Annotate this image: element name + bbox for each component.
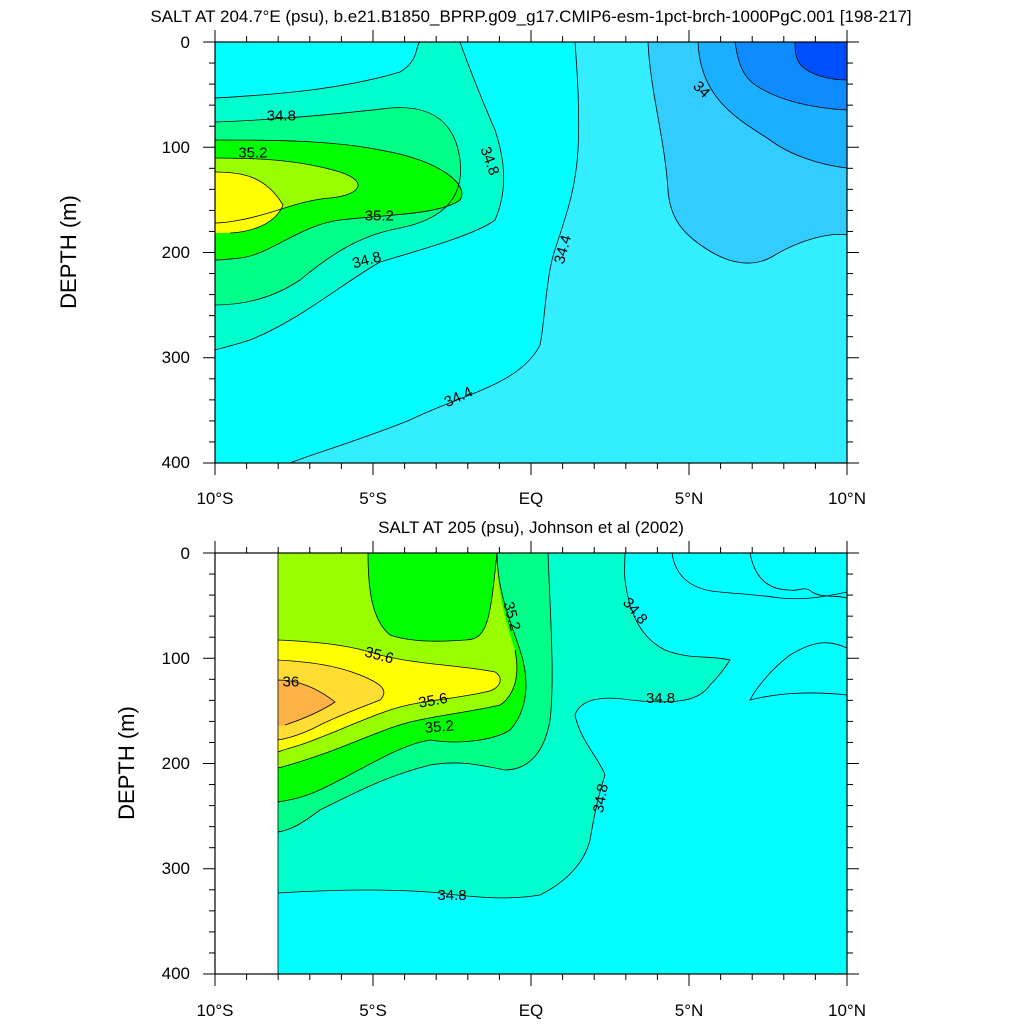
bottom-band-34.6-deep (278, 553, 847, 974)
bottom-panel: SALT AT 205 (psu), Johnson et al (2002) (114, 518, 866, 1020)
bottom-y-axis-label: DEPTH (m) (114, 706, 139, 820)
contour-label: 34.8 (267, 108, 296, 125)
bottom-contour-line (671, 553, 847, 600)
contour-label: 35.2 (500, 600, 524, 633)
top-y-tick-label: 400 (162, 453, 190, 472)
bottom-y-tick-label: 0 (181, 544, 190, 563)
top-x-tick-label: 10°N (828, 489, 866, 508)
top-title: SALT AT 204.7°E (psu), b.e21.B1850_BPRP.… (150, 7, 911, 26)
bottom-contour-line (277, 553, 553, 833)
bottom-y-tick-label: 300 (162, 859, 190, 878)
top-contour-line (794, 42, 847, 81)
bottom-contour-line (749, 553, 847, 599)
top-panel: SALT AT 204.7°E (psu), b.e21.B1850_BPRP.… (56, 7, 912, 508)
bottom-y-tick-label: 200 (162, 754, 190, 773)
top-contour-line (215, 107, 462, 306)
bottom-x-tick-label: 10°S (196, 1001, 233, 1020)
contour-label: 36 (282, 673, 299, 690)
contour-label: 34.4 (551, 233, 575, 266)
top-y-tick-label: 300 (162, 348, 190, 367)
bottom-x-tick-label: EQ (519, 1001, 544, 1020)
contour-label: 35.2 (238, 145, 267, 162)
top-x-tick-label: 10°S (196, 489, 233, 508)
contour-label: 35.2 (365, 208, 394, 225)
top-contour-line (215, 139, 463, 261)
top-y-axis-label: DEPTH (m) (56, 195, 81, 309)
top-y-tick-label: 200 (162, 243, 190, 262)
contour-label: 35.6 (363, 644, 396, 668)
top-x-tick-label: 5°N (675, 489, 704, 508)
bottom-contour-line (277, 679, 336, 726)
bottom-y-tick-label: 400 (162, 964, 190, 983)
bottom-x-tick-label: 10°N (828, 1001, 866, 1020)
contour-label: 35.2 (424, 717, 455, 736)
bottom-contour-line (277, 553, 731, 899)
bottom-contour-line (749, 642, 847, 701)
bottom-contour-line (367, 553, 498, 642)
top-contour-line (289, 42, 580, 463)
top-contour-line (215, 42, 505, 351)
contour-label: 34.8 (351, 248, 384, 272)
contour-label: 34.8 (437, 887, 466, 904)
bottom-contour-fill (277, 553, 847, 974)
bottom-contour-line (277, 649, 518, 769)
bottom-x-tick-label: 5°N (675, 1001, 704, 1020)
contour-label: 34.8 (646, 690, 675, 707)
top-contour-line (215, 157, 359, 224)
bottom-y-tick-label: 100 (162, 649, 190, 668)
contour-label: 35.6 (417, 690, 449, 712)
top-contour-line (697, 42, 847, 169)
bottom-contour-line (277, 639, 501, 753)
top-contour-line (215, 171, 284, 234)
top-contour-line (215, 42, 421, 99)
bottom-x-tick-label: 5°S (359, 1001, 387, 1020)
bottom-axis-ticks (203, 541, 859, 986)
top-y-tick-label: 100 (162, 138, 190, 157)
top-contour-labels: 34.8 35.2 34.8 35.2 34.8 34.4 34.4 34 (238, 78, 713, 411)
top-y-tick-label: 0 (181, 33, 190, 52)
top-axis-ticks (203, 30, 859, 475)
top-contour-fill (215, 42, 847, 463)
bottom-band-36.0 (278, 680, 335, 726)
top-contour-line (734, 42, 847, 111)
contour-label: 34.8 (590, 782, 612, 814)
top-x-tick-label: 5°S (359, 489, 387, 508)
top-contour-line (647, 42, 847, 264)
top-band-35.6 (215, 172, 283, 233)
bottom-contour-line (277, 553, 527, 803)
bottom-contour-line (277, 659, 385, 741)
top-x-tick-label: EQ (519, 489, 544, 508)
bottom-title: SALT AT 205 (psu), Johnson et al (2002) (378, 518, 684, 537)
